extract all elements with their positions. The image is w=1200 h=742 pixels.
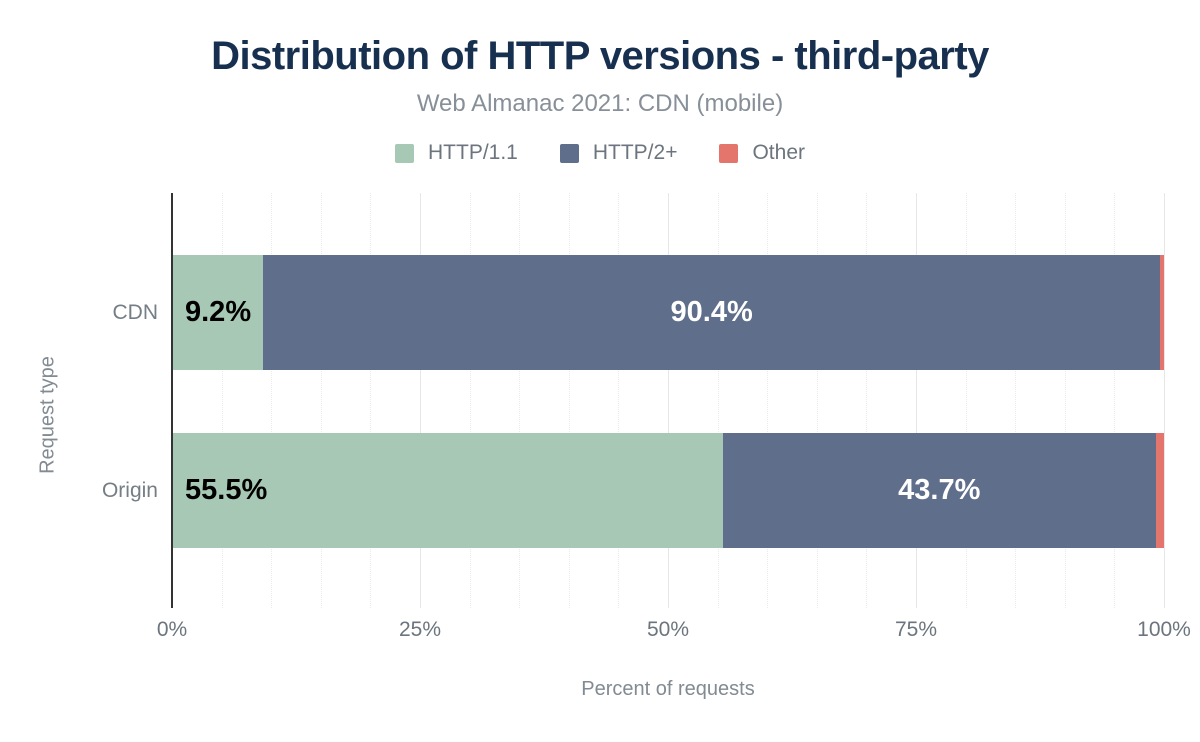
x-tick-label-50: 50%: [646, 618, 690, 641]
legend: HTTP/1.1 HTTP/2+ Other: [0, 141, 1200, 165]
legend-swatch-http2plus-icon: [559, 143, 579, 163]
category-label-cdn: CDN: [112, 300, 159, 324]
gridline-minor: [1064, 193, 1066, 608]
legend-swatch-http11-icon: [395, 143, 414, 163]
bar-cdn: 9.2% 90.4%: [172, 255, 1164, 370]
legend-item-http11[interactable]: HTTP/1.1: [395, 141, 518, 165]
gridline-minor: [816, 193, 818, 608]
legend-label-http11: HTTP/1.1: [428, 141, 518, 164]
gridline-major: [916, 193, 917, 608]
data-label: 43.7%: [898, 474, 981, 506]
category-label-origin: Origin: [101, 478, 158, 502]
x-tick-label-100: 100%: [1137, 618, 1191, 641]
plot-area: 9.2% 90.4% 55.5% 43.7%: [171, 193, 1165, 608]
gridline-minor: [519, 193, 521, 608]
gridline-minor: [568, 193, 570, 608]
x-tick-label-0: 0%: [156, 618, 188, 641]
legend-swatch-other-icon: [719, 143, 739, 163]
chart-title: Distribution of HTTP versions - third-pa…: [211, 34, 989, 78]
gridline-major: [668, 193, 669, 608]
gridline-major: [420, 193, 421, 608]
x-tick-label-25: 25%: [398, 618, 442, 641]
gridline-minor: [370, 193, 372, 608]
legend-item-http2plus[interactable]: HTTP/2+: [559, 141, 678, 165]
x-axis-title: Percent of requests: [581, 678, 755, 700]
legend-item-other[interactable]: Other: [719, 141, 805, 165]
gridline-minor: [271, 193, 273, 608]
gridline-minor: [717, 193, 719, 608]
gridline-minor: [221, 193, 223, 608]
bar-segment-cdn-other[interactable]: [1160, 255, 1164, 370]
gridline-minor: [618, 193, 620, 608]
legend-label-other: Other: [752, 141, 805, 164]
gridline-minor: [1114, 193, 1116, 608]
bar-segment-origin-http2[interactable]: 43.7%: [722, 433, 1157, 548]
gridline-minor: [965, 193, 967, 608]
bar-segment-cdn-http11[interactable]: 9.2%: [172, 255, 264, 370]
gridline-minor: [1015, 193, 1017, 608]
bar-origin: 55.5% 43.7%: [172, 433, 1164, 548]
gridline-minor: [469, 193, 471, 608]
y-axis-line: [171, 193, 173, 608]
y-axis-title: Request type: [36, 356, 59, 474]
chart-subtitle: Web Almanac 2021: CDN (mobile): [416, 90, 784, 117]
data-label: 9.2%: [185, 296, 252, 328]
data-label: 55.5%: [185, 474, 268, 506]
data-label: 90.4%: [670, 296, 753, 328]
gridline-minor: [767, 193, 769, 608]
bar-segment-origin-other[interactable]: [1156, 433, 1164, 548]
gridline-minor: [866, 193, 868, 608]
gridline-major: [1164, 193, 1165, 608]
x-tick-label-75: 75%: [894, 618, 938, 641]
bar-segment-cdn-http2[interactable]: 90.4%: [263, 255, 1161, 370]
gridline-minor: [320, 193, 322, 608]
legend-label-http2plus: HTTP/2+: [592, 141, 678, 164]
bar-segment-origin-http11[interactable]: 55.5%: [172, 433, 723, 548]
